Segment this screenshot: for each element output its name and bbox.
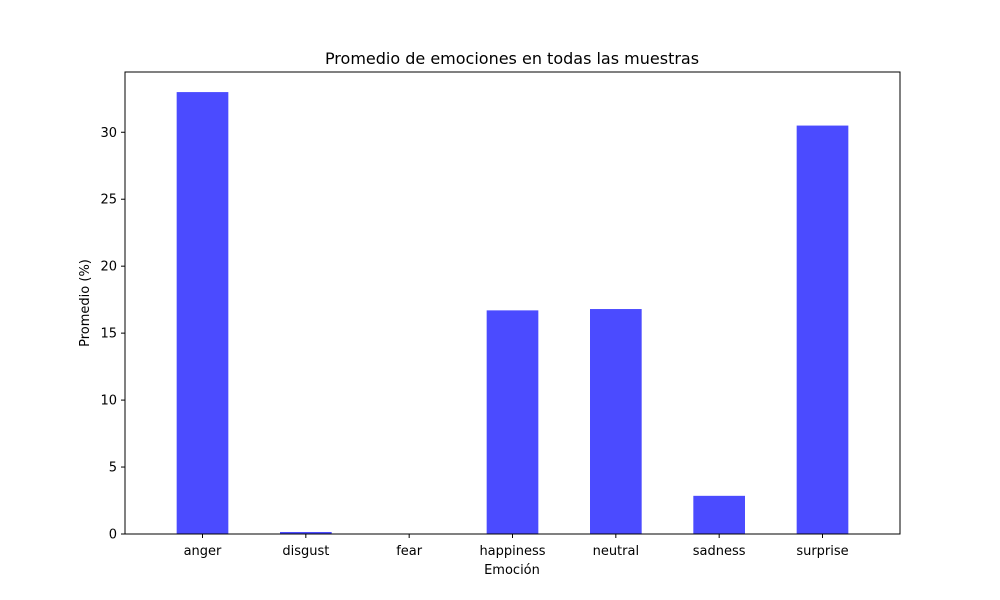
chart-title: Promedio de emociones en todas las muest…	[325, 49, 699, 68]
y-tick-label-0: 0	[109, 528, 117, 543]
bar-anger	[176, 92, 229, 534]
x-tick-label-neutral: neutral	[593, 544, 640, 559]
bar-happiness	[486, 310, 539, 534]
bar-surprise	[796, 125, 849, 534]
bar-sadness	[693, 495, 745, 534]
x-tick-label-happiness: happiness	[479, 544, 545, 559]
y-axis: 0 5 10 15 20 25 30	[100, 126, 125, 543]
x-tick-label-sadness: sadness	[693, 544, 746, 559]
y-tick-label-10: 10	[100, 394, 117, 409]
y-tick-label-15: 15	[100, 327, 117, 342]
x-axis: anger disgust fear happiness neutral sadness s…	[184, 534, 849, 559]
y-tick-label-25: 25	[100, 193, 117, 208]
bar-neutral	[590, 309, 642, 534]
y-tick-label-20: 20	[100, 260, 117, 275]
bars-layer	[176, 92, 849, 534]
x-tick-label-surprise: surprise	[796, 544, 848, 559]
x-tick-label-anger: anger	[184, 544, 222, 559]
x-tick-label-fear: fear	[396, 544, 423, 559]
x-tick-label-disgust: disgust	[282, 544, 329, 559]
bar-disgust	[280, 531, 332, 534]
y-axis-label: Promedio (%)	[78, 259, 93, 347]
x-axis-label: Emoción	[484, 563, 540, 578]
y-tick-label-5: 5	[109, 461, 117, 476]
y-tick-label-30: 30	[100, 126, 117, 141]
